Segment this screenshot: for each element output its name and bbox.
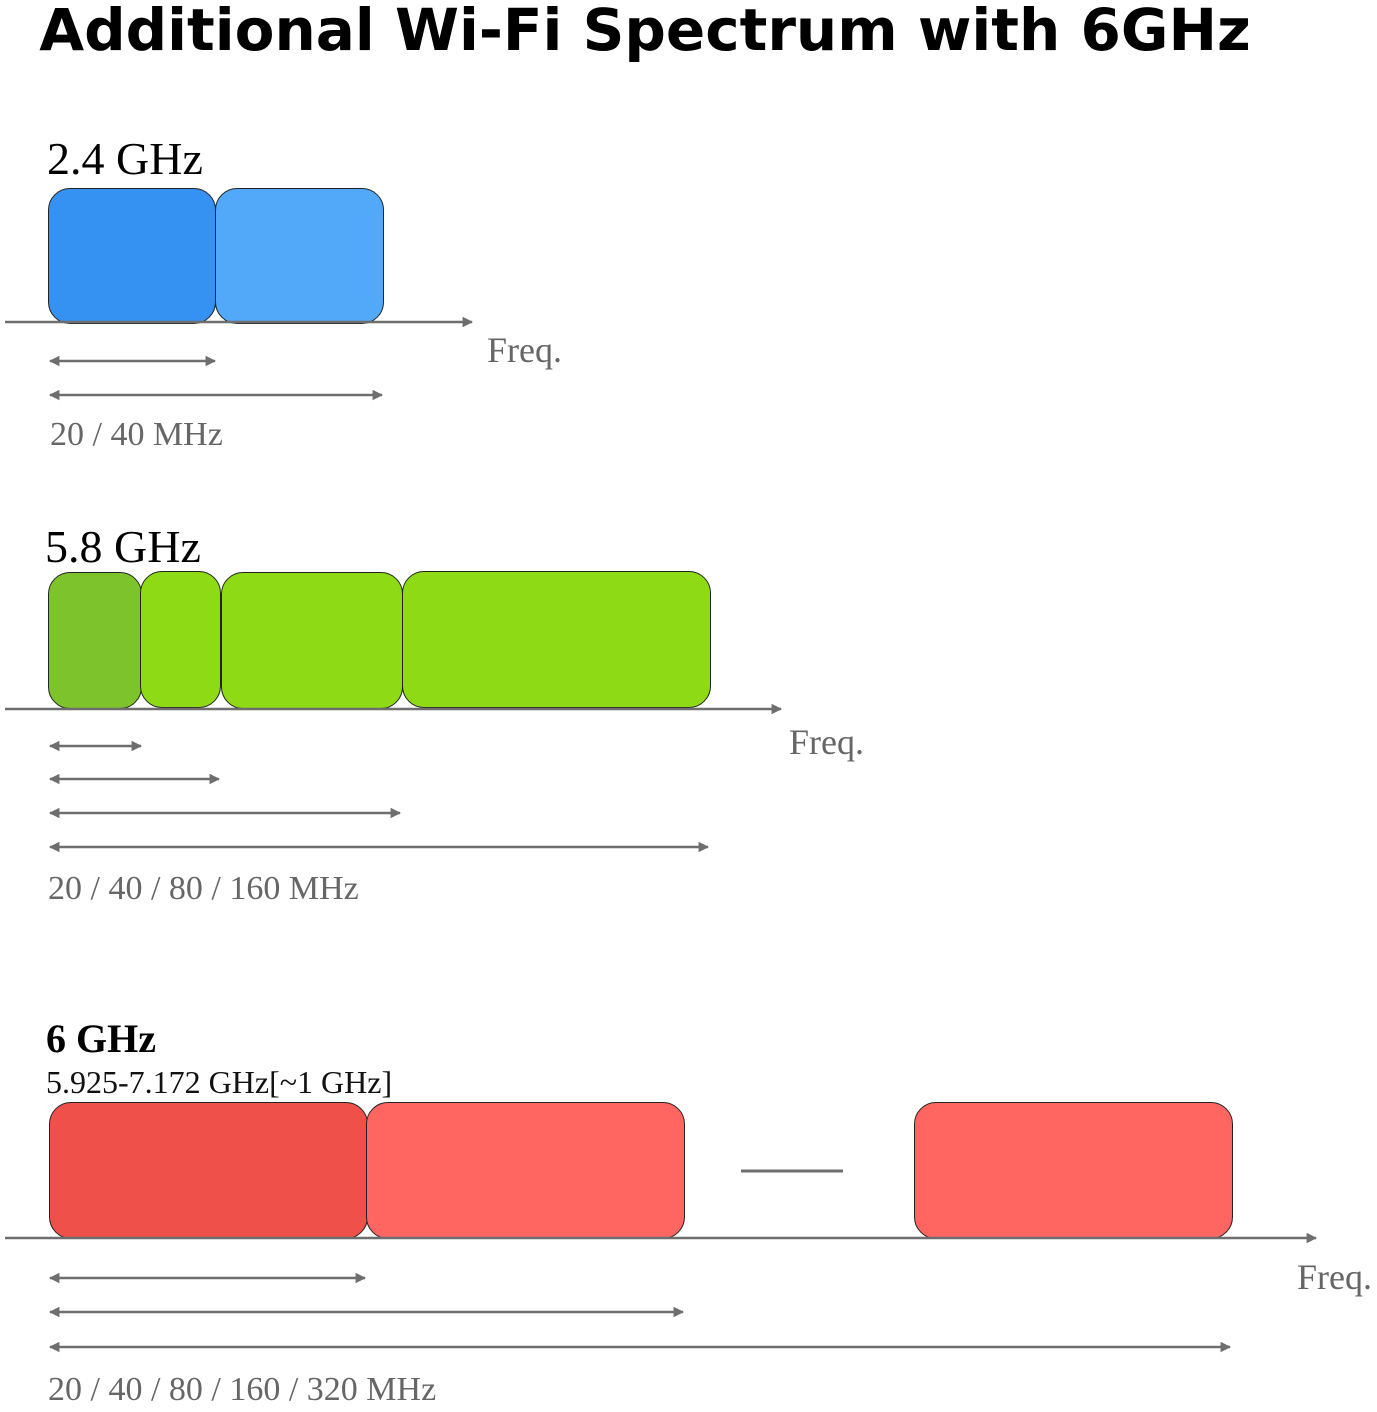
- channel-6-2: [366, 1102, 685, 1239]
- width-label-5-8: 20 / 40 / 80 / 160 MHz: [48, 870, 359, 907]
- freq-axis-label-6: Freq.: [1297, 1257, 1372, 1297]
- channel-6-last: [914, 1102, 1233, 1239]
- band-label-5-8ghz: 5.8 GHz: [45, 521, 201, 572]
- band-label-6ghz: 6 GHz: [46, 1016, 156, 1061]
- band-range-label-6ghz: 5.925-7.172 GHz[~1 GHz]: [46, 1064, 393, 1100]
- diagram-title: Additional Wi-Fi Spectrum with 6GHz: [39, 0, 1251, 64]
- width-label-6: 20 / 40 / 80 / 160 / 320 MHz: [48, 1371, 437, 1408]
- freq-axis-label-5-8: Freq.: [789, 722, 864, 762]
- band-label-2-4ghz: 2.4 GHz: [47, 133, 203, 184]
- channel-5-8-2: [140, 571, 221, 708]
- channel-2-4-2: [215, 188, 384, 324]
- channel-5-8-1: [48, 572, 142, 709]
- channel-5-8-3: [221, 572, 403, 709]
- width-label-2-4: 20 / 40 MHz: [50, 416, 223, 453]
- freq-axis-label-2-4: Freq.: [487, 330, 562, 370]
- channel-2-4-1: [48, 188, 216, 324]
- channel-5-8-4: [402, 571, 711, 708]
- channel-6-1: [49, 1102, 368, 1239]
